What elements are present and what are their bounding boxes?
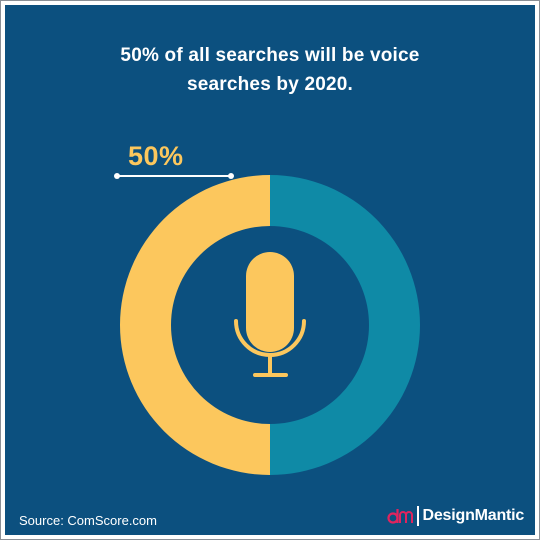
donut-slice-remainder	[270, 175, 420, 475]
chart-title-line-2: searches by 2020.	[186, 74, 354, 95]
brand: DesignMantic	[387, 505, 524, 527]
chart-title: 50% of all searches will be voice search…	[5, 41, 535, 99]
microphone-icon	[234, 252, 306, 377]
brand-divider	[417, 506, 419, 526]
chart-title-line-1: 50% of all searches will be voice	[120, 45, 420, 66]
brand-name: DesignMantic	[422, 507, 525, 524]
designmantic-logo-icon	[387, 505, 413, 527]
donut-slices	[120, 175, 420, 475]
source-text: Source: ComScore.com	[19, 513, 157, 528]
donut-chart	[114, 173, 420, 475]
infographic-panel: 50% of all searches will be voice search…	[5, 5, 535, 535]
donut-slice-highlight	[120, 175, 270, 475]
highlight-value-label: 50%	[128, 141, 184, 171]
callout-dot-start	[114, 173, 120, 179]
callout-dot-end	[228, 173, 234, 179]
